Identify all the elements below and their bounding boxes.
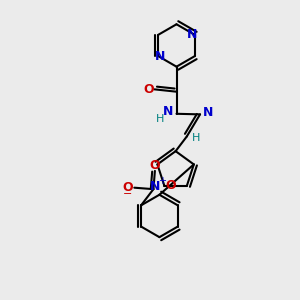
Text: N: N: [155, 50, 166, 63]
Text: N: N: [163, 105, 173, 118]
Text: N: N: [187, 28, 198, 41]
Text: O: O: [150, 159, 160, 172]
Text: N: N: [203, 106, 214, 119]
Text: H: H: [191, 133, 200, 143]
Text: +: +: [158, 176, 166, 186]
Text: O: O: [166, 179, 176, 192]
Text: −: −: [123, 189, 133, 199]
Text: H: H: [156, 114, 164, 124]
Text: O: O: [122, 181, 133, 194]
Text: O: O: [143, 83, 154, 96]
Text: N: N: [150, 180, 160, 193]
